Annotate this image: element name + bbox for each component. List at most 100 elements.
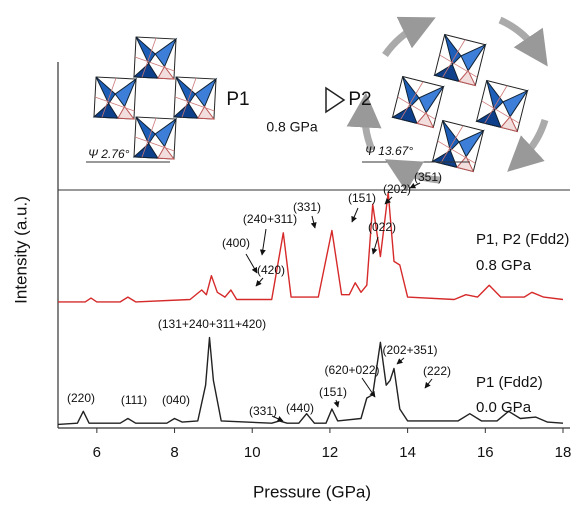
x-axis-label: Pressure (GPa) (253, 482, 371, 501)
octahedron (132, 142, 159, 159)
peak-label: (111) (121, 393, 147, 407)
bond (141, 117, 157, 158)
peak-label: (331) (293, 200, 321, 214)
condition: 0.8 GPa (266, 119, 318, 135)
bond (439, 54, 478, 78)
x-tick-label: 18 (555, 444, 572, 461)
peak-label: (220) (67, 391, 95, 405)
octahedron (431, 149, 458, 169)
octahedron (442, 120, 460, 152)
peak-arrow (384, 196, 393, 205)
octahedron (458, 129, 485, 158)
octahedron (475, 109, 502, 129)
x-tick-label: 14 (399, 444, 416, 461)
psi-right: Ψ 13.67° (365, 144, 413, 158)
rotation-arrow (384, 159, 441, 192)
polyhedron-unit (132, 36, 178, 80)
bond (440, 125, 464, 164)
octahedron (172, 102, 199, 119)
x-tick-label: 16 (477, 444, 494, 461)
peak-label: (620+022) (324, 363, 379, 377)
arrow-head (325, 86, 346, 114)
x-tick-label: 10 (244, 444, 261, 461)
octahedron (132, 62, 159, 79)
peak-arrow (271, 415, 284, 422)
peak-label: (202) (383, 182, 411, 196)
octahedron (175, 76, 196, 105)
tetrahedron (157, 65, 175, 80)
phase-to: P2 (348, 89, 371, 110)
peak-label: (151) (348, 191, 376, 205)
bond (101, 77, 117, 118)
psi-left: Ψ 2.76° (88, 147, 130, 161)
bond (397, 96, 436, 120)
bond (134, 56, 175, 72)
polyhedron-unit (475, 79, 529, 133)
bond (400, 81, 424, 120)
series-line (57, 336, 564, 426)
polyhedron-unit (431, 119, 485, 173)
unit-frame (433, 33, 487, 87)
phase-from: P1 (226, 89, 249, 110)
peak-label: (202+351) (382, 343, 437, 357)
peak-arrow (371, 236, 379, 255)
legend-label: P1, P2 (Fdd2) (476, 231, 569, 248)
octahedron (460, 43, 487, 72)
x-tick-label: 8 (170, 444, 178, 461)
peak-label: (222) (423, 364, 451, 378)
octahedron (402, 76, 420, 108)
polyhedron-unit (172, 76, 218, 120)
peak-arrow (361, 377, 376, 398)
rotation-arrow (346, 92, 382, 152)
tetrahedron (500, 115, 519, 133)
peak-arrow (351, 207, 359, 223)
peak-label: (331) (249, 404, 277, 418)
rotation-arrow (498, 16, 548, 67)
octahedron (95, 76, 116, 105)
polyhedron-unit (433, 33, 487, 87)
x-tick-label: 12 (322, 444, 339, 461)
octahedron (418, 85, 445, 114)
tetrahedron (458, 69, 477, 87)
series-line (58, 191, 564, 303)
octahedron (486, 80, 504, 112)
peak-arrow (424, 378, 433, 389)
peak-label: (400) (222, 236, 250, 250)
bond (134, 136, 175, 152)
bond (442, 39, 466, 78)
legend-note: 0.0 GPa (476, 399, 532, 416)
peak-label: (351) (414, 170, 442, 184)
peak-arrow (255, 277, 264, 287)
bond (484, 85, 508, 124)
octahedron (154, 117, 178, 148)
legend-note: 0.8 GPa (476, 257, 532, 274)
bond (481, 100, 520, 124)
tetrahedron (416, 111, 435, 129)
peak-label: (420) (257, 263, 285, 277)
x-tick-label: 6 (93, 444, 101, 461)
unit-frame (475, 79, 529, 133)
peak-arrow (396, 357, 405, 365)
octahedron (135, 116, 156, 145)
peak-arrow (245, 253, 258, 274)
octahedron (444, 34, 462, 66)
octahedron (502, 89, 529, 118)
structure-diagram (86, 16, 549, 192)
peak-label: (440) (286, 401, 314, 415)
peak-arrow (333, 399, 340, 408)
y-axis-label: Intensity (a.u.) (11, 196, 30, 304)
octahedron (391, 105, 418, 125)
octahedron (135, 36, 156, 65)
unit-frame (431, 119, 485, 173)
peak-label: (131+240+311+420) (158, 317, 266, 331)
octahedron (92, 102, 119, 119)
bond (141, 37, 157, 78)
unit-frame (391, 75, 445, 129)
rotation-arrow (507, 118, 549, 172)
octahedron (114, 77, 138, 108)
octahedron (154, 37, 178, 68)
peak-arrow (259, 228, 267, 256)
peak-label: (151) (319, 385, 347, 399)
tetrahedron (117, 105, 135, 120)
